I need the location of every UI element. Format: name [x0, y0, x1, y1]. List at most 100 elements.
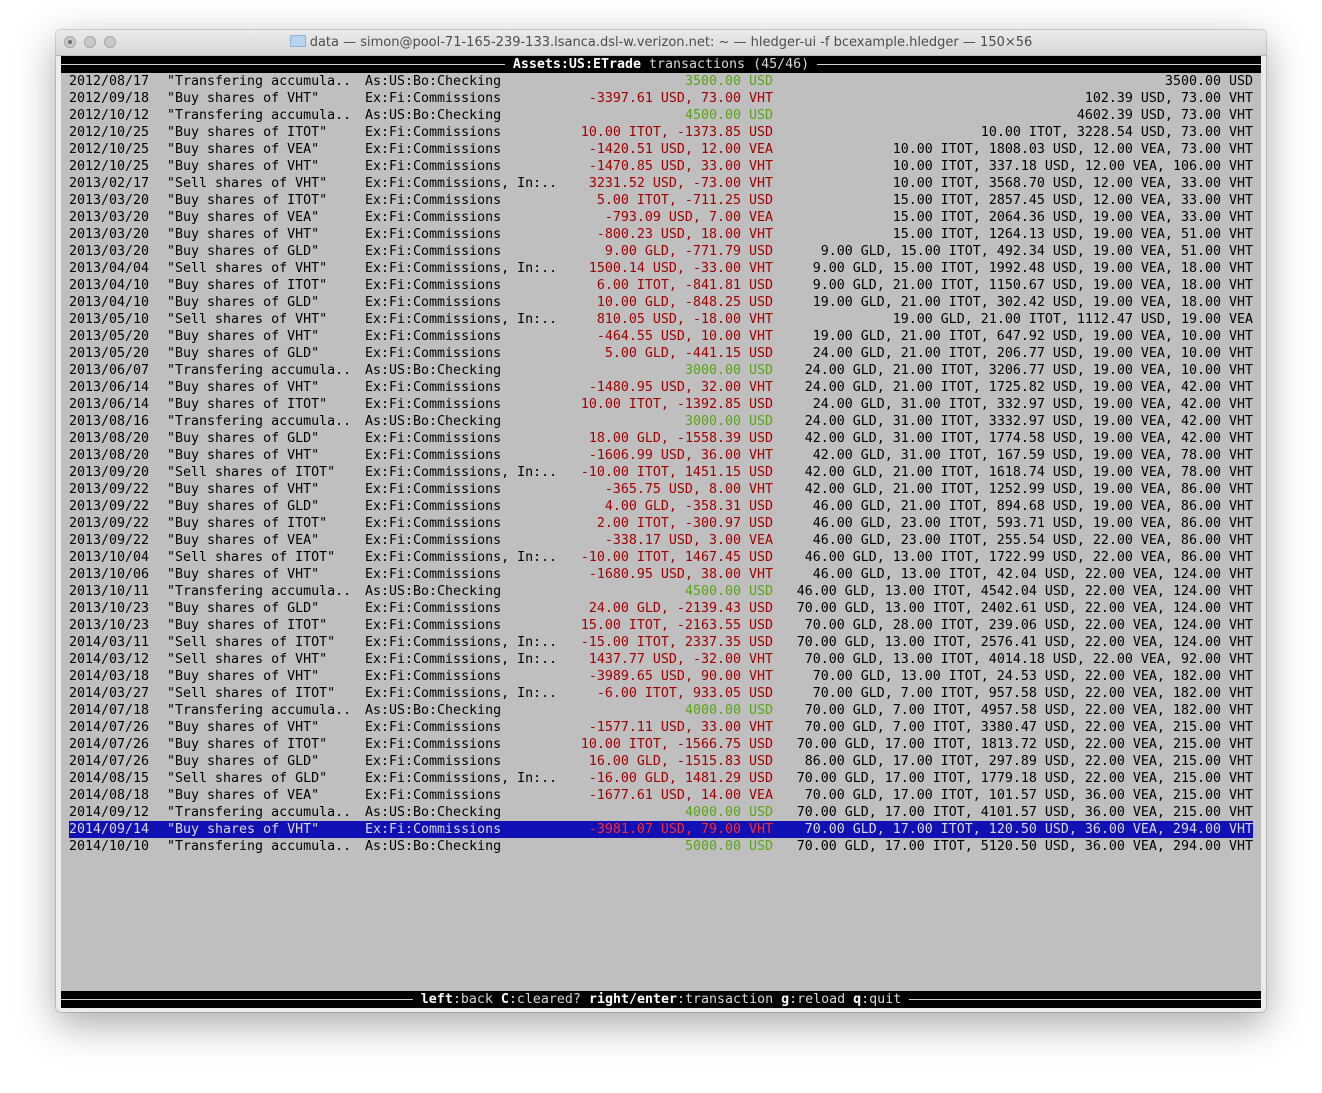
transaction-row[interactable]: 2013/03/20 "Buy shares of ITOT" Ex:Fi:Comm… [61, 192, 1261, 209]
transaction-row[interactable]: 2014/10/10 "Transfering accumula.. As:US:B… [61, 838, 1261, 855]
date: 2013/02/17 [69, 176, 150, 191]
transaction-row[interactable]: 2013/03/20 "Buy shares of VEA" Ex:Fi:Commi… [61, 209, 1261, 226]
transaction-row[interactable]: 2013/04/10 "Buy shares of GLD" Ex:Fi:Commi… [61, 294, 1261, 311]
running-balance: 70.00 GLD, 13.00 ITOT, 2402.61 USD, 22.0… [796, 601, 1253, 616]
other-account: Ex:Fi:Commissions, In:.. [365, 261, 558, 276]
change-amount: 1500.14 USD, -33.00 VHT [588, 261, 773, 276]
other-account: As:US:Bo:Checking [365, 839, 502, 854]
change-amount: -1480.95 USD, 32.00 VHT [588, 380, 773, 395]
description: "Transfering accumula.. [167, 584, 352, 599]
change-amount: 15.00 ITOT, -2163.55 USD [580, 618, 773, 633]
running-balance: 19.00 GLD, 21.00 ITOT, 1112.47 USD, 19.0… [892, 312, 1253, 327]
transaction-row[interactable]: 2013/08/16 "Transfering accumula.. As:US:B… [61, 413, 1261, 430]
transaction-row[interactable]: 2013/06/07 "Transfering accumula.. As:US:B… [61, 362, 1261, 379]
transaction-row[interactable]: 2012/09/18 "Buy shares of VHT" Ex:Fi:Commi… [61, 90, 1261, 107]
footer-keys: left:back C:cleared? right/enter:transac… [412, 991, 910, 1008]
running-balance: 15.00 ITOT, 2857.45 USD, 12.00 VEA, 33.0… [892, 193, 1253, 208]
change-amount: -1606.99 USD, 36.00 VHT [588, 448, 773, 463]
transaction-row[interactable]: 2014/07/18 "Transfering accumula.. As:US:B… [61, 702, 1261, 719]
change-amount: 3000.00 USD [684, 414, 773, 429]
transaction-row[interactable]: 2013/08/20 "Buy shares of GLD" Ex:Fi:Commi… [61, 430, 1261, 447]
description: "Buy shares of GLD" [167, 499, 320, 514]
other-account: As:US:Bo:Checking [365, 703, 502, 718]
running-balance: 70.00 GLD, 7.00 ITOT, 957.58 USD, 22.00 … [812, 686, 1253, 701]
transaction-row[interactable]: 2014/07/26 "Buy shares of GLD" Ex:Fi:Commi… [61, 753, 1261, 770]
running-balance: 46.00 GLD, 23.00 ITOT, 593.71 USD, 19.00… [812, 516, 1253, 531]
transaction-row[interactable]: 2013/10/04 "Sell shares of ITOT" Ex:Fi:Com… [61, 549, 1261, 566]
transaction-row[interactable]: 2014/03/12 "Sell shares of VHT" Ex:Fi:Comm… [61, 651, 1261, 668]
description: "Sell shares of ITOT" [167, 550, 336, 565]
transaction-row[interactable]: 2013/09/22 "Buy shares of VEA" Ex:Fi:Commi… [61, 532, 1261, 549]
change-amount: 10.00 GLD, -848.25 USD [596, 295, 773, 310]
other-account: Ex:Fi:Commissions [365, 210, 502, 225]
description: "Buy shares of ITOT" [167, 618, 328, 633]
transaction-row[interactable]: 2014/03/18 "Buy shares of VHT" Ex:Fi:Commi… [61, 668, 1261, 685]
transaction-row[interactable]: 2013/10/23 "Buy shares of ITOT" Ex:Fi:Comm… [61, 617, 1261, 634]
transaction-row[interactable]: 2012/08/17 "Transfering accumula.. As:US:B… [61, 73, 1261, 90]
description: "Buy shares of GLD" [167, 346, 320, 361]
transaction-row[interactable]: 2013/09/22 "Buy shares of VHT" Ex:Fi:Commi… [61, 481, 1261, 498]
transaction-row[interactable]: 2013/09/20 "Sell shares of ITOT" Ex:Fi:Com… [61, 464, 1261, 481]
key-action: :transaction [677, 992, 782, 1007]
transaction-row[interactable]: 2013/10/11 "Transfering accumula.. As:US:B… [61, 583, 1261, 600]
other-account: Ex:Fi:Commissions [365, 499, 502, 514]
other-account: Ex:Fi:Commissions [365, 125, 502, 140]
date: 2013/04/10 [69, 278, 150, 293]
transaction-row[interactable]: 2012/10/25 "Buy shares of VEA" Ex:Fi:Commi… [61, 141, 1261, 158]
transaction-row[interactable]: 2013/03/20 "Buy shares of VHT" Ex:Fi:Commi… [61, 226, 1261, 243]
transaction-row[interactable]: 2014/08/15 "Sell shares of GLD" Ex:Fi:Comm… [61, 770, 1261, 787]
transaction-row[interactable]: 2013/09/22 "Buy shares of ITOT" Ex:Fi:Comm… [61, 515, 1261, 532]
key-c: C [500, 992, 509, 1007]
other-account: Ex:Fi:Commissions [365, 737, 502, 752]
transaction-row[interactable]: 2013/03/20 "Buy shares of GLD" Ex:Fi:Commi… [61, 243, 1261, 260]
description: "Transfering accumula.. [167, 839, 352, 854]
transaction-row[interactable]: 2013/02/17 "Sell shares of VHT" Ex:Fi:Comm… [61, 175, 1261, 192]
close-button[interactable] [64, 36, 76, 48]
terminal-screen[interactable]: Assets:US:ETrade transactions (45/46) 20… [61, 55, 1261, 1008]
change-amount: 5.00 ITOT, -711.25 USD [596, 193, 773, 208]
change-amount: 16.00 GLD, -1515.83 USD [588, 754, 773, 769]
zoom-button[interactable] [104, 36, 116, 48]
other-account: Ex:Fi:Commissions [365, 788, 502, 803]
selected-transaction-row[interactable]: 2014/09/14 "Buy shares of VHT" Ex:Fi:Commi… [69, 821, 1253, 838]
date: 2013/03/20 [69, 210, 150, 225]
transaction-row[interactable]: 2013/08/20 "Buy shares of VHT" Ex:Fi:Commi… [61, 447, 1261, 464]
transaction-row[interactable]: 2012/10/25 "Buy shares of ITOT" Ex:Fi:Comm… [61, 124, 1261, 141]
transaction-row[interactable]: 2013/04/10 "Buy shares of ITOT" Ex:Fi:Comm… [61, 277, 1261, 294]
transaction-row[interactable]: 2012/10/25 "Buy shares of VHT" Ex:Fi:Commi… [61, 158, 1261, 175]
description: "Buy shares of VHT" [167, 91, 320, 106]
transaction-row[interactable]: 2014/03/27 "Sell shares of ITOT" Ex:Fi:Com… [61, 685, 1261, 702]
transaction-row[interactable]: 2013/05/10 "Sell shares of VHT" Ex:Fi:Comm… [61, 311, 1261, 328]
transaction-row[interactable]: 2013/06/14 "Buy shares of ITOT" Ex:Fi:Comm… [61, 396, 1261, 413]
change-amount: 1437.77 USD, -32.00 VHT [588, 652, 773, 667]
transaction-row[interactable]: 2012/10/12 "Transfering accumula.. As:US:B… [61, 107, 1261, 124]
transaction-row[interactable]: 2014/03/11 "Sell shares of ITOT" Ex:Fi:Com… [61, 634, 1261, 651]
transaction-row[interactable]: 2013/04/04 "Sell shares of VHT" Ex:Fi:Comm… [61, 260, 1261, 277]
minimize-button[interactable] [84, 36, 96, 48]
description: "Buy shares of ITOT" [167, 737, 328, 752]
transaction-row[interactable]: 2013/09/22 "Buy shares of GLD" Ex:Fi:Commi… [61, 498, 1261, 515]
transaction-row[interactable]: 2014/07/26 "Buy shares of ITOT" Ex:Fi:Comm… [61, 736, 1261, 753]
description: "Buy shares of VEA" [167, 533, 320, 548]
transaction-row[interactable]: 2013/06/14 "Buy shares of VHT" Ex:Fi:Commi… [61, 379, 1261, 396]
running-balance: 70.00 GLD, 7.00 ITOT, 4957.58 USD, 22.00… [804, 703, 1253, 718]
transaction-row[interactable]: 2013/10/06 "Buy shares of VHT" Ex:Fi:Commi… [61, 566, 1261, 583]
transaction-row[interactable]: 2013/05/20 "Buy shares of VHT" Ex:Fi:Commi… [61, 328, 1261, 345]
transaction-row[interactable]: 2014/09/12 "Transfering accumula.. As:US:B… [61, 804, 1261, 821]
transaction-row[interactable]: 2014/08/18 "Buy shares of VEA" Ex:Fi:Commi… [61, 787, 1261, 804]
date: 2013/08/16 [69, 414, 150, 429]
date: 2012/10/25 [69, 159, 150, 174]
change-amount: 4.00 GLD, -358.31 USD [604, 499, 773, 514]
running-balance: 70.00 GLD, 13.00 ITOT, 24.53 USD, 22.00 … [812, 669, 1253, 684]
date: 2014/08/15 [69, 771, 150, 786]
change-amount: 4000.00 USD [684, 703, 773, 718]
description: "Buy shares of ITOT" [167, 278, 328, 293]
transaction-row[interactable]: 2013/05/20 "Buy shares of GLD" Ex:Fi:Commi… [61, 345, 1261, 362]
change-amount: -1577.11 USD, 33.00 VHT [588, 720, 773, 735]
transaction-row[interactable]: 2013/10/23 "Buy shares of GLD" Ex:Fi:Commi… [61, 600, 1261, 617]
change-amount: 3231.52 USD, -73.00 VHT [588, 176, 773, 191]
transaction-row[interactable]: 2014/07/26 "Buy shares of VHT" Ex:Fi:Commi… [61, 719, 1261, 736]
description: "Buy shares of VHT" [167, 380, 320, 395]
date: 2012/10/25 [69, 142, 150, 157]
other-account: Ex:Fi:Commissions, In:.. [365, 771, 558, 786]
